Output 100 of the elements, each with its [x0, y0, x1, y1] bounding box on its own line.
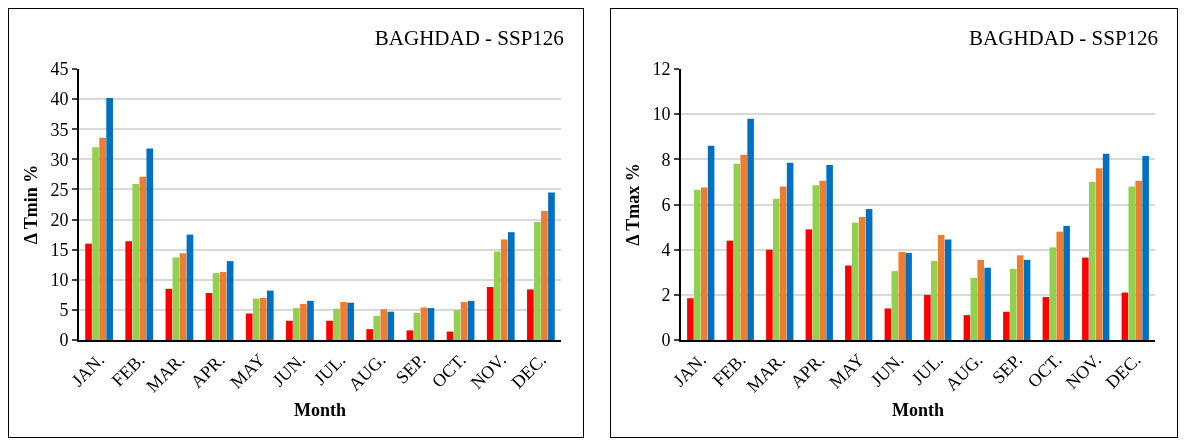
bar: [307, 300, 314, 340]
bar: [1089, 181, 1096, 340]
bar: [226, 261, 234, 340]
bar: [733, 163, 741, 340]
bar: [85, 243, 92, 340]
bar: [541, 211, 548, 340]
bar: [1042, 297, 1050, 340]
bar: [1082, 257, 1089, 340]
chart-title: BAGHDAD - SSP126: [969, 26, 1159, 50]
bar: [420, 307, 428, 340]
bar: [266, 290, 274, 340]
bar: [125, 241, 133, 340]
bar: [1056, 231, 1063, 340]
y-tick-label: 10: [652, 104, 671, 125]
y-tick-label: 4: [661, 239, 671, 260]
bar: [534, 221, 541, 340]
x-tick-label: SEP.: [988, 349, 1026, 388]
bar: [884, 308, 892, 340]
bar: [1049, 247, 1057, 340]
bar: [259, 297, 267, 340]
bar: [387, 311, 395, 340]
bar: [340, 302, 347, 340]
y-tick-label: 15: [50, 239, 69, 260]
bar: [977, 259, 984, 340]
bar: [984, 267, 991, 340]
y-axis-title: Δ Tmin %: [21, 164, 42, 245]
chart-title: BAGHDAD - SSP126: [374, 26, 564, 50]
bar: [427, 308, 435, 340]
y-tick-label: 10: [50, 270, 69, 291]
y-tick-label: 0: [59, 330, 69, 351]
bar: [687, 298, 694, 340]
x-axis-title: Month: [293, 399, 347, 420]
bar: [493, 251, 501, 340]
bar: [252, 298, 260, 340]
bar: [286, 320, 293, 340]
y-tick-label: 35: [50, 119, 69, 140]
bar: [773, 198, 780, 340]
bar: [694, 189, 701, 340]
bar: [1142, 155, 1149, 340]
bar: [139, 176, 147, 340]
bar: [963, 315, 971, 340]
bar: [212, 273, 220, 340]
bar: [326, 320, 333, 340]
bar: [898, 251, 905, 340]
y-tick-label: 12: [652, 59, 671, 80]
bar: [347, 302, 354, 340]
bar: [527, 289, 534, 340]
bar: [1102, 153, 1110, 340]
bar: [740, 154, 747, 340]
bar: [747, 118, 754, 340]
bar: [380, 309, 388, 340]
bar: [1003, 311, 1010, 340]
bar: [1095, 168, 1103, 340]
bar: [805, 229, 813, 340]
bar: [944, 239, 952, 340]
bar: [406, 330, 414, 340]
y-tick-label: 40: [50, 89, 69, 110]
y-tick-label: 5: [59, 300, 69, 321]
bar: [106, 97, 113, 340]
x-axis-title: Month: [891, 399, 945, 420]
y-tick-label: 8: [661, 149, 671, 170]
bar: [891, 271, 899, 340]
bar: [548, 192, 555, 340]
x-tick-label: SEP.: [391, 349, 430, 388]
bar: [726, 240, 734, 340]
bar: [486, 287, 494, 340]
bar: [467, 300, 475, 340]
y-axis-title: Δ Tmax %: [623, 163, 644, 246]
bar: [970, 277, 978, 340]
bar: [453, 309, 461, 340]
bar: [92, 147, 99, 340]
y-tick-label: 0: [661, 330, 671, 351]
bar: [1121, 292, 1129, 340]
bar: [1063, 225, 1070, 340]
bar: [373, 315, 381, 340]
y-tick-label: 30: [50, 149, 69, 170]
bar: [779, 186, 787, 340]
bar: [132, 184, 140, 340]
bar: [1023, 259, 1031, 340]
bar: [205, 293, 213, 340]
bar: [1010, 268, 1017, 340]
bar: [1135, 180, 1142, 340]
bar: [219, 271, 227, 340]
bar: [766, 249, 773, 340]
y-tick-label: 6: [661, 194, 671, 215]
bar: [460, 302, 468, 340]
bar: [333, 308, 340, 340]
y-tick-label: 20: [50, 209, 69, 230]
bar: [852, 222, 859, 340]
bar: [245, 313, 253, 340]
bar: [293, 308, 300, 340]
bar: [413, 312, 421, 340]
bar: [366, 329, 374, 340]
bar: [865, 209, 873, 340]
bar: [300, 303, 307, 340]
bar: [786, 162, 794, 340]
bar: [819, 180, 826, 340]
bar: [700, 187, 708, 340]
bar: [1016, 255, 1024, 340]
y-tick-label: 2: [661, 285, 671, 306]
